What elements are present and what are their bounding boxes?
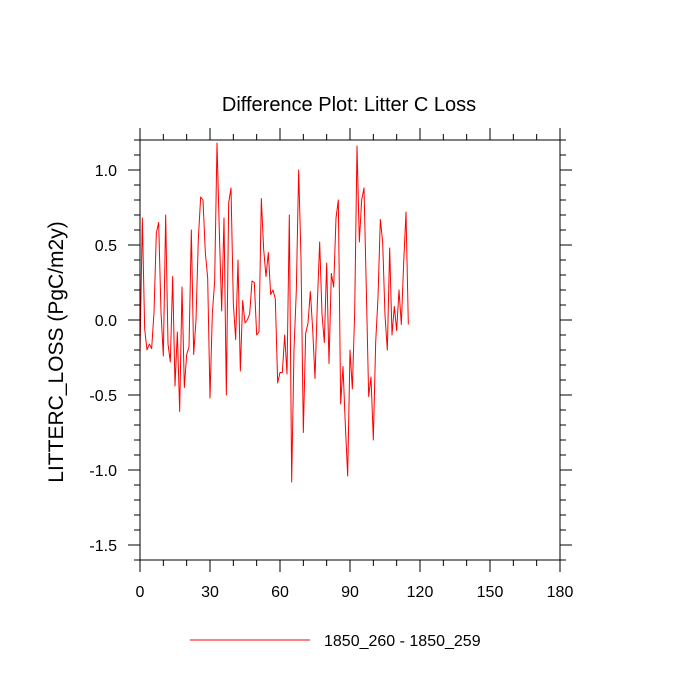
y-tick-label: -1.5 [89,538,117,555]
y-tick-label: -1.0 [89,463,117,480]
x-tick-label: 60 [271,584,289,601]
x-tick-label: 0 [136,584,145,601]
x-tick-label: 180 [547,584,574,601]
x-tick-label: 150 [477,584,504,601]
y-tick-label: 1.0 [95,163,117,180]
x-tick-label: 120 [407,584,434,601]
y-tick-labels: -1.5 -1.0 -0.5 0.0 0.5 1.0 [89,163,117,555]
y-tick-label: 0.0 [95,313,117,330]
axis-ticks [128,128,572,572]
series-line [139,142,409,483]
x-tick-label: 30 [201,584,219,601]
chart-title: Difference Plot: Litter C Loss [222,94,476,116]
legend: 1850_260 - 1850_259 [190,633,481,650]
y-tick-label: -0.5 [89,388,117,405]
x-tick-labels: 0 30 60 90 120 150 180 [136,584,574,601]
plot-series [139,142,409,483]
y-tick-label: 0.5 [95,238,117,255]
y-axis-label: LITTERC_LOSS (PgC/m2y) [45,221,68,482]
plot-frame [139,139,561,561]
x-tick-label: 90 [341,584,359,601]
legend-label: 1850_260 - 1850_259 [324,633,481,650]
